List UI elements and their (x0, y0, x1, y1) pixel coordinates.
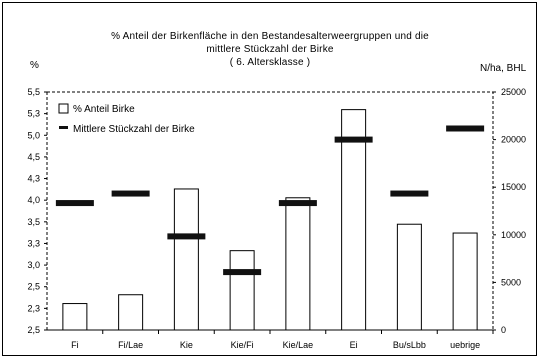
legend-swatch-marker (59, 126, 68, 129)
x-tick-label: Ei (350, 340, 358, 350)
bar-anteil-birke (229, 250, 255, 331)
left-tick-label: 5,3 (27, 109, 40, 119)
marker-stueckzahl (390, 190, 429, 197)
left-tick-label: 5,5 (27, 87, 40, 97)
left-tick-label: 4,0 (27, 195, 40, 205)
left-tick-label: 3,3 (27, 238, 40, 248)
x-tick-label: Fi/Lae (118, 340, 143, 350)
right-tick-label: 25000 (501, 87, 526, 97)
x-tick-label: Bu/sLbb (393, 340, 426, 350)
left-tick-label: 2,5 (27, 282, 40, 292)
marker-stueckzahl (111, 190, 150, 197)
left-tick-label: 2,5 (27, 325, 40, 335)
legend-label-anteil: % Anteil Birke (73, 104, 135, 115)
legend-label-stueckzahl: Mittlere Stückzahl der Birke (73, 124, 195, 135)
left-tick-label: 3,5 (27, 217, 40, 227)
chart-title-line-1: % Anteil der Birkenfläche in den Bestand… (111, 31, 429, 42)
bar-anteil-birke (118, 294, 144, 331)
bar-anteil-birke (62, 303, 88, 331)
left-tick-label: 4,3 (27, 174, 40, 184)
bar-anteil-birke (452, 232, 478, 331)
x-tick-label: Kie/Lae (283, 340, 314, 350)
bar-anteil-birke (341, 109, 367, 331)
x-tick-label: Kie/Fi (231, 340, 254, 350)
marker-stueckzahl (223, 269, 262, 276)
right-tick-label: 15000 (501, 182, 526, 192)
bar-anteil-birke (173, 188, 199, 331)
bar-anteil-birke (396, 223, 422, 331)
legend-swatch-bar (58, 103, 69, 114)
left-tick-label: 4,5 (27, 152, 40, 162)
bar-anteil-birke (285, 197, 311, 331)
marker-stueckzahl (446, 125, 485, 132)
left-axis-unit: % (30, 60, 39, 71)
left-tick-label: 2,3 (27, 303, 40, 313)
right-tick-label: 0 (501, 325, 506, 335)
marker-stueckzahl (334, 136, 373, 143)
right-axis-unit: N/ha, BHL (480, 63, 527, 74)
left-tick-label: 5,0 (27, 130, 40, 140)
right-tick-label: 20000 (501, 135, 526, 145)
x-tick-label: Kie (180, 340, 193, 350)
right-tick-label: 10000 (501, 230, 526, 240)
marker-stueckzahl (167, 233, 206, 240)
chart-title-line-2: mittlere Stückzahl der Birke (206, 44, 334, 55)
marker-stueckzahl (278, 200, 317, 207)
x-tick-label: uebrige (450, 340, 480, 350)
left-tick-label: 3,0 (27, 260, 40, 270)
chart-title: % Anteil der Birkenfläche in den Bestand… (60, 30, 480, 69)
marker-stueckzahl (55, 200, 94, 207)
x-tick-label: Fi (71, 340, 79, 350)
right-tick-label: 5000 (501, 277, 521, 287)
chart-title-line-3: ( 6. Altersklasse ) (229, 57, 311, 68)
